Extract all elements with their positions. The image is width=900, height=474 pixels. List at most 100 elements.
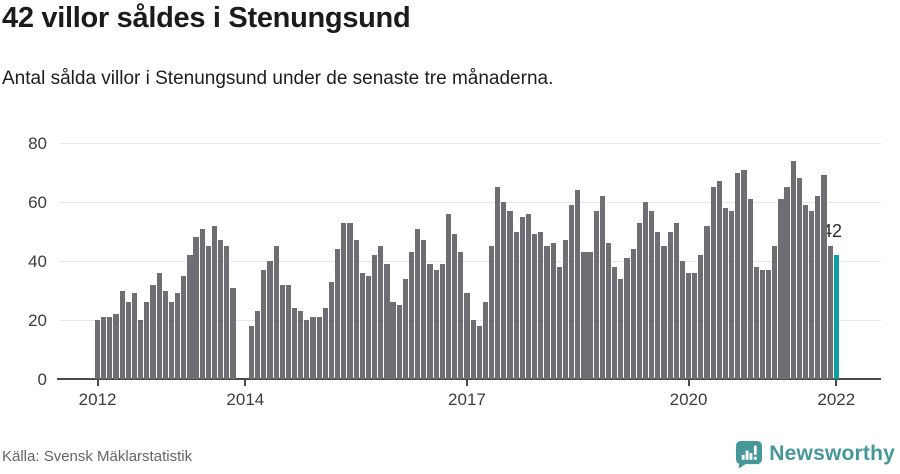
bar [753,266,759,379]
bar [519,216,525,379]
bar [224,246,230,379]
bar [655,231,661,379]
gridline [60,319,881,321]
bar [618,278,624,379]
bar [230,287,236,379]
bar [815,196,821,379]
bar [649,210,655,379]
bar [390,302,396,379]
gridline [60,260,881,262]
bar [679,261,685,379]
gridline [60,142,881,144]
x-axis-year-label: 2020 [669,390,708,409]
bar [150,284,156,379]
bar-chart: 42 0 20 40 60 80 2012 2014 2017 2020 2022 [28,133,881,409]
bar [667,231,673,379]
gridline [60,201,881,203]
bar [538,231,544,379]
bar [408,252,415,379]
x-axis-tick [687,380,690,386]
bar [285,284,292,379]
bar [310,317,316,379]
bar [291,308,298,379]
bar [642,202,649,379]
newsworthy-logo: Newsworthy [735,440,895,468]
bar [372,255,378,379]
bar [359,272,365,379]
bar [612,266,618,379]
bar [464,293,470,379]
bar [630,249,636,379]
bar [772,246,778,379]
bar [205,246,211,379]
x-axis-year-label: 2022 [817,390,856,409]
bar [778,199,784,379]
bar [199,228,205,379]
bar [735,172,741,379]
bar [347,222,353,379]
bar [624,258,630,379]
bar [729,210,735,379]
bar [482,302,488,379]
bar [476,325,482,379]
x-axis-year-label: 2012 [78,390,117,409]
bar [495,187,501,379]
bar [458,252,464,379]
bar [439,263,445,379]
bar [131,293,138,379]
x-axis-tick [835,380,838,386]
bar [328,281,335,379]
bar [187,255,193,379]
page-title: 42 villor såldes i Stenungsund [2,2,411,34]
bar [396,305,402,379]
bar [562,240,569,379]
bar [168,302,175,379]
bar [107,317,113,379]
x-axis-year-label: 2017 [448,390,486,409]
bar [322,308,328,379]
bar [218,240,224,379]
newsworthy-logo-text: Newsworthy [769,441,895,465]
bar [113,314,119,379]
bar [507,210,513,379]
y-axis-label: 80 [28,133,47,153]
bar [710,187,716,379]
bar [433,269,439,379]
bar [525,213,532,379]
bar [402,278,408,379]
y-axis-label: 40 [28,251,47,271]
bar [581,252,587,379]
bar [716,181,722,379]
bar [550,243,556,379]
bar [488,246,495,379]
x-axis-tick [244,380,247,386]
source-caption: Källa: Svensk Mäklarstatistik [2,448,193,465]
bar [298,311,304,379]
bar [587,252,593,379]
bar [248,325,255,379]
bar [335,249,341,379]
bar [101,317,107,379]
y-axis-label: 60 [28,192,47,212]
bar [162,290,168,379]
bar [636,222,642,379]
x-axis-tick [96,380,99,386]
bar [599,196,605,379]
bar [685,272,692,379]
bar [513,231,519,379]
bar [255,311,261,379]
x-axis-year-label: 2014 [226,390,265,409]
bar [569,204,575,379]
bar [661,246,667,379]
bar [452,234,458,379]
bar [722,207,729,379]
bar [353,240,359,379]
bar [384,263,390,379]
bar [125,302,131,379]
bar [575,190,581,379]
bar [119,290,125,379]
bar-highlighted [833,255,839,379]
bar [698,255,704,379]
bar [692,272,698,379]
bar [796,178,802,379]
